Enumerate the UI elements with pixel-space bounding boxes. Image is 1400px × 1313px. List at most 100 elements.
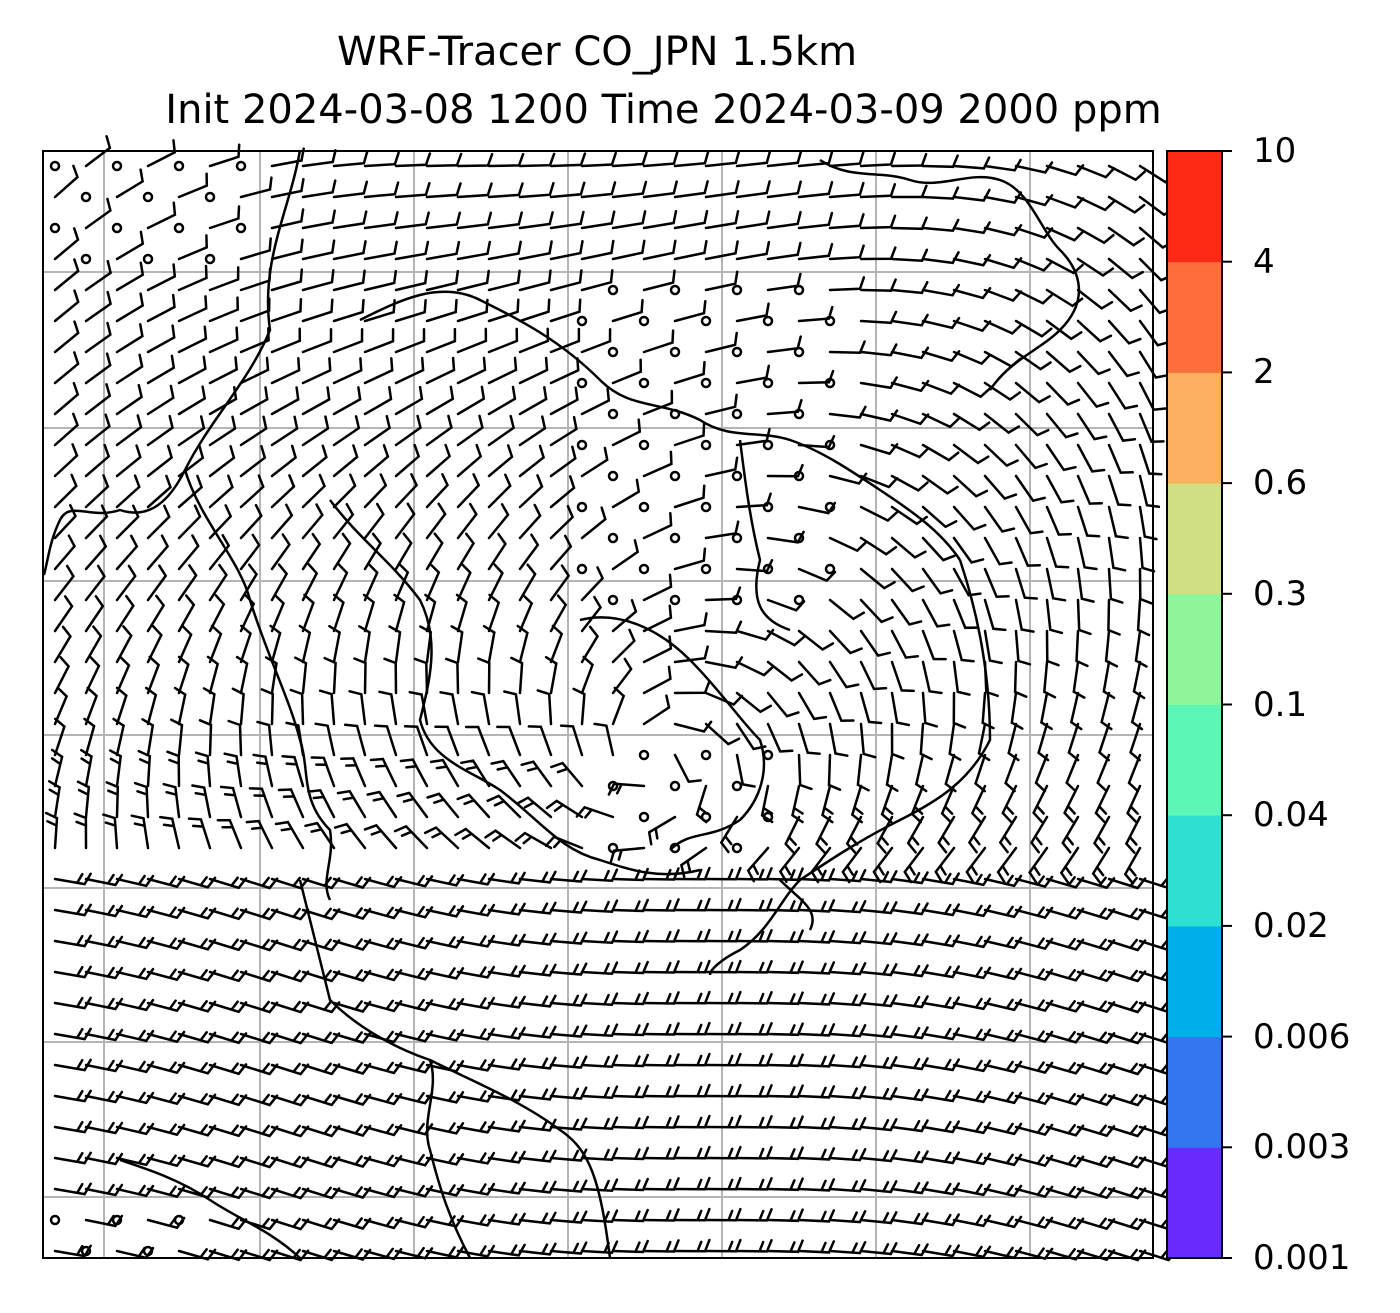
wind-barb [952,567,982,597]
wind-barb [1107,1124,1147,1138]
wind-barb [890,933,929,947]
wind-barb [332,210,368,230]
wind-barb [673,209,709,230]
wind-barb [828,536,868,553]
wind-barb [859,932,898,946]
wind-barb [470,690,491,726]
wind-barb [487,1057,526,1071]
wind-barb [444,657,460,695]
wind-barb [797,242,834,261]
wind-barb [1045,164,1085,177]
wind-barb [1132,660,1146,700]
wind-barb [53,595,74,633]
wind-barb [256,720,274,757]
wind-barb [952,873,992,887]
wind-barb [353,657,367,695]
wind-barb [115,383,144,416]
wind-barb [983,319,1023,335]
wind-barb [460,759,491,788]
wind-barb [766,1146,804,1161]
wind-barb [549,1055,588,1069]
wind-barb [177,594,196,633]
wind-barb [270,1000,310,1014]
wind-barb [270,298,303,323]
wind-barb [1014,536,1042,567]
wind-barb [270,1217,310,1231]
wind-barb [84,135,112,168]
wind-barb [580,1054,619,1068]
wind-barb [1045,319,1083,341]
wind-barb [580,1023,619,1037]
wind-barb [518,444,546,478]
wind-barb [394,152,432,168]
wind-barb [1045,598,1064,635]
wind-barb [859,598,894,624]
wind-barb [948,722,962,761]
wind-barb [766,1208,804,1223]
wind-barb [1107,1000,1147,1014]
wind-barb [952,1121,992,1135]
wind-barb [456,502,478,540]
wind-barb [952,1059,992,1073]
wind-barb [208,445,236,478]
wind-barb [456,182,493,199]
wind-barb [549,152,587,168]
wind-barb [146,384,175,416]
calm-wind-circle [669,408,681,420]
wind-barb [518,356,549,385]
wind-barb [1045,226,1085,242]
wind-barb [285,721,305,757]
calm-wind-circle [607,532,619,544]
wind-barb [1107,164,1146,182]
wind-barb [53,656,71,695]
wind-barb [239,1093,279,1107]
wind-barb [323,656,337,695]
wind-barb [1076,938,1116,952]
wind-barb [518,1118,557,1132]
wind-barb [301,532,322,571]
calm-wind-circle [607,408,619,420]
calm-wind-circle [669,470,681,482]
calm-wind-circle [607,284,619,296]
wind-barb [983,381,1022,402]
wind-barb [239,624,252,664]
wind-barb [1076,381,1110,409]
calm-wind-circle [824,563,836,575]
wind-barb [208,415,237,447]
wind-barb [146,201,177,230]
wind-barb [84,1183,124,1197]
wind-barb [890,443,930,459]
wind-barb [952,1090,992,1104]
calm-wind-circle [793,470,805,482]
wind-barb [1107,1093,1147,1107]
wind-barb [580,1178,619,1192]
wind-barb [735,364,771,385]
wind-barb [239,969,279,983]
wind-barb [456,1213,496,1227]
wind-barb [580,1147,619,1161]
wind-barb [766,691,800,718]
wind-barb [890,1026,929,1040]
wind-barb [983,350,1022,368]
wind-barb [1107,412,1137,442]
wind-barb [270,503,294,540]
wind-barb [208,533,231,571]
wind-barb [549,1148,588,1162]
wind-barb [611,599,638,633]
wind-barb [766,1053,804,1068]
wind-barb [394,269,429,292]
wind-barb [84,443,111,478]
wind-barb [735,149,772,168]
wind-barb [332,1093,372,1106]
wind-barb [611,867,649,882]
wind-barb [1045,288,1084,308]
wind-barb [859,629,892,658]
wind-barb [906,815,925,854]
wind-barb [934,846,956,884]
wind-barb [735,210,771,230]
wind-barb [304,821,336,850]
wind-barb [194,751,212,788]
wind-barb [146,263,177,292]
wind-barb [115,444,142,478]
wind-barb [611,960,649,975]
